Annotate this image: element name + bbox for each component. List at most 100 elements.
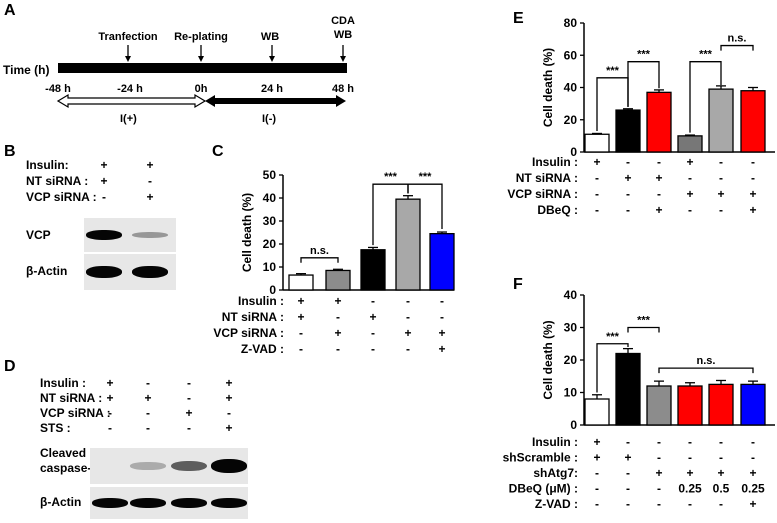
condition-sign: -: [299, 342, 303, 356]
condition-sign: +: [369, 310, 376, 324]
bar: [615, 352, 641, 426]
condition-sign: +: [106, 391, 114, 405]
condition-row-label: VCP siRNA :: [507, 187, 578, 201]
condition-sign: -: [626, 203, 630, 217]
panel-letter-b: B: [4, 143, 16, 160]
condition-row-label: Insulin :: [532, 435, 578, 449]
condition-sign: +: [655, 203, 662, 217]
panel-letter-a: A: [4, 2, 16, 19]
condition-sign: -: [751, 155, 755, 169]
y-tick-label: 50: [263, 168, 277, 182]
significance-bracket: [689, 61, 722, 133]
bar-chart-c: 0 10 20 30 40 50 Cell death (%) n.s. *** *** Insul…: [213, 168, 455, 356]
condition-sign: -: [440, 294, 444, 308]
condition-row-label: STS :: [40, 421, 71, 435]
condition-sign: -: [187, 391, 191, 405]
condition-sign: +: [593, 155, 600, 169]
condition-sign: +: [297, 310, 304, 324]
condition-sign: -: [406, 294, 410, 308]
condition-sign: 0.5: [713, 482, 730, 496]
condition-sign: -: [626, 497, 630, 511]
bar: [584, 398, 610, 426]
condition-sign: +: [185, 406, 193, 420]
condition-sign: -: [595, 482, 599, 496]
condition-sign: +: [624, 171, 631, 185]
condition-row-label: shAtg7:: [533, 466, 578, 480]
condition-sign: -: [688, 451, 692, 465]
significance-bracket: [300, 257, 339, 263]
phase-plus-label: I(+): [120, 113, 137, 125]
bar: [325, 269, 351, 291]
blot-band: [86, 230, 122, 240]
timeline-events: Tranfection Re-plating WB CDA WB: [98, 15, 355, 62]
phase-minus-label: I(-): [262, 113, 276, 125]
timeline-event-label: Tranfection: [98, 31, 158, 43]
condition-sign: -: [657, 482, 661, 496]
condition-row-label: NT siRNA :: [516, 171, 578, 185]
significance-bracket: [627, 326, 660, 333]
condition-sign: -: [719, 155, 723, 169]
condition-sign: -: [102, 190, 106, 204]
blot-label: Cleaved caspase-3: [40, 446, 99, 475]
panel-letter-d: D: [4, 358, 16, 375]
condition-sign: +: [686, 466, 693, 480]
event-arrow-head: [269, 56, 275, 62]
condition-sign: +: [438, 326, 445, 340]
condition-row-label: Insulin :: [238, 294, 284, 308]
significance-label: n.s.: [728, 33, 747, 45]
blot-label: β-Actin: [26, 264, 68, 278]
timeline-event-label: WB: [261, 31, 279, 43]
timeline-axis-label: Time (h): [3, 63, 49, 77]
y-tick-label: 20: [263, 237, 277, 251]
y-tick-label: 30: [564, 321, 578, 335]
y-axis-label: Cell death (%): [240, 193, 254, 272]
blot-band: [130, 461, 166, 471]
condition-sign: -: [371, 342, 375, 356]
condition-sign: +: [100, 158, 108, 172]
condition-sign: -: [336, 310, 340, 324]
condition-sign: -: [626, 466, 630, 480]
condition-sign: +: [655, 466, 662, 480]
condition-sign: -: [626, 187, 630, 201]
condition-sign: -: [626, 482, 630, 496]
condition-sign: -: [371, 294, 375, 308]
significance-bracket: [627, 61, 660, 107]
condition-row-label: NT siRNA :: [26, 174, 89, 188]
bar: [360, 249, 386, 291]
blot-band: [92, 498, 128, 508]
condition-sign: -: [719, 435, 723, 449]
condition-row-label: VCP siRNA :: [26, 190, 97, 204]
condition-row-label: Insulin :: [532, 155, 578, 169]
y-tick-label: 20: [564, 353, 578, 367]
condition-sign: +: [749, 497, 756, 511]
condition-sign: -: [751, 451, 755, 465]
blot-band: [130, 498, 166, 508]
condition-row-label: VCP siRNA :: [40, 406, 111, 420]
significance-label: ***: [419, 171, 433, 183]
condition-sign: +: [334, 294, 341, 308]
condition-sign: +: [749, 203, 756, 217]
condition-row-label: Insulin:: [26, 158, 69, 172]
significance-bracket: [596, 343, 629, 393]
condition-sign: -: [751, 435, 755, 449]
condition-sign: +: [717, 466, 724, 480]
bar: [584, 133, 610, 153]
significance-bracket: [658, 367, 754, 374]
condition-row-label: DBeQ (μM) :: [509, 482, 578, 496]
bar: [740, 90, 766, 153]
condition-sign: -: [688, 497, 692, 511]
significance-label: ***: [384, 171, 398, 183]
condition-sign: 0.25: [741, 482, 765, 496]
condition-sign: -: [657, 451, 661, 465]
condition-sign: +: [404, 326, 411, 340]
condition-sign: -: [657, 497, 661, 511]
condition-row-label: NT siRNA :: [222, 310, 284, 324]
y-tick-label: 30: [263, 214, 277, 228]
timeline-event-label: WB: [334, 29, 352, 41]
condition-sign: -: [406, 342, 410, 356]
significance-label: n.s.: [697, 355, 716, 367]
y-axis-label: Cell death (%): [541, 48, 555, 127]
condition-sign: +: [686, 155, 693, 169]
panel-letter-c: C: [212, 143, 224, 160]
y-axis-label: Cell death (%): [541, 320, 555, 399]
